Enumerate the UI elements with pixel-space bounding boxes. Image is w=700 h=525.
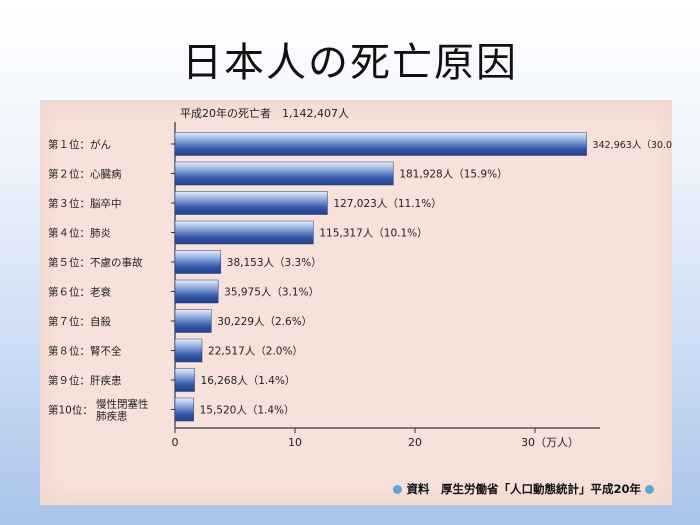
category-label: 第１位：がん xyxy=(48,138,111,151)
category-label: 第８位：腎不全 xyxy=(48,345,122,358)
slide-title: 日本人の死亡原因 xyxy=(182,40,518,86)
x-tick-label: 20 xyxy=(408,436,422,449)
category-label: 第３位：脳卒中 xyxy=(48,197,122,210)
data-label: 127,023人（11.1%） xyxy=(333,198,441,210)
category-label: 第２位：心臓病 xyxy=(48,168,122,181)
bullet-dot-icon xyxy=(645,485,654,494)
data-label: 115,317人（10.1%） xyxy=(319,228,427,240)
bar-chart: 平成20年の死亡者 1,142,407人 0 10 20 30（万人） 第１位：がん第２… xyxy=(48,106,672,449)
x-tick-label: 10 xyxy=(288,436,302,449)
bar xyxy=(174,279,219,304)
chart-title: 平成20年の死亡者 1,142,407人 xyxy=(180,106,349,120)
bar xyxy=(174,338,203,363)
category-label: 第６位：老衰 xyxy=(48,286,111,299)
data-label: 22,517人（2.0%） xyxy=(208,346,303,358)
x-tick-label: 0 xyxy=(172,436,179,449)
category-label: 第９位：肝疾患 xyxy=(48,374,122,387)
bar xyxy=(174,161,394,186)
data-label: 15,520人（1.4%） xyxy=(200,405,295,417)
category-label: 第10位： 慢性閉塞性肺疾患 xyxy=(48,398,149,423)
bar xyxy=(174,132,587,156)
data-label: 38,153人（3.3%） xyxy=(227,257,322,269)
chart-panel: 平成20年の死亡者 1,142,407人 0 10 20 30（万人） 第１位：がん 第２… xyxy=(40,100,672,505)
source-text: 資料 厚生労働省「人口動態統計」平成20年 xyxy=(406,482,641,496)
bar xyxy=(174,368,195,392)
category-label: 第５位：不慮の事故 xyxy=(48,256,143,269)
bar xyxy=(174,220,314,245)
data-label: 16,268人（1.4%） xyxy=(201,375,296,387)
category-label: 第７位：自殺 xyxy=(48,315,111,328)
bar xyxy=(174,250,222,274)
bar xyxy=(174,309,212,333)
data-label: 35,975人（3.1%） xyxy=(224,287,319,299)
data-label: 342,963人（30.0% xyxy=(593,139,672,151)
source-note: 資料 厚生労働省「人口動態統計」平成20年 xyxy=(389,481,658,497)
bar xyxy=(174,397,194,422)
x-tick-label: 30（万人） xyxy=(521,436,579,449)
bullet-dot-icon xyxy=(393,485,403,494)
category-label: 第４位：肺炎 xyxy=(48,227,111,240)
data-label: 30,229人（2.6%） xyxy=(217,316,312,328)
data-label: 181,928人（15.9%） xyxy=(399,169,507,181)
bar xyxy=(174,191,328,215)
